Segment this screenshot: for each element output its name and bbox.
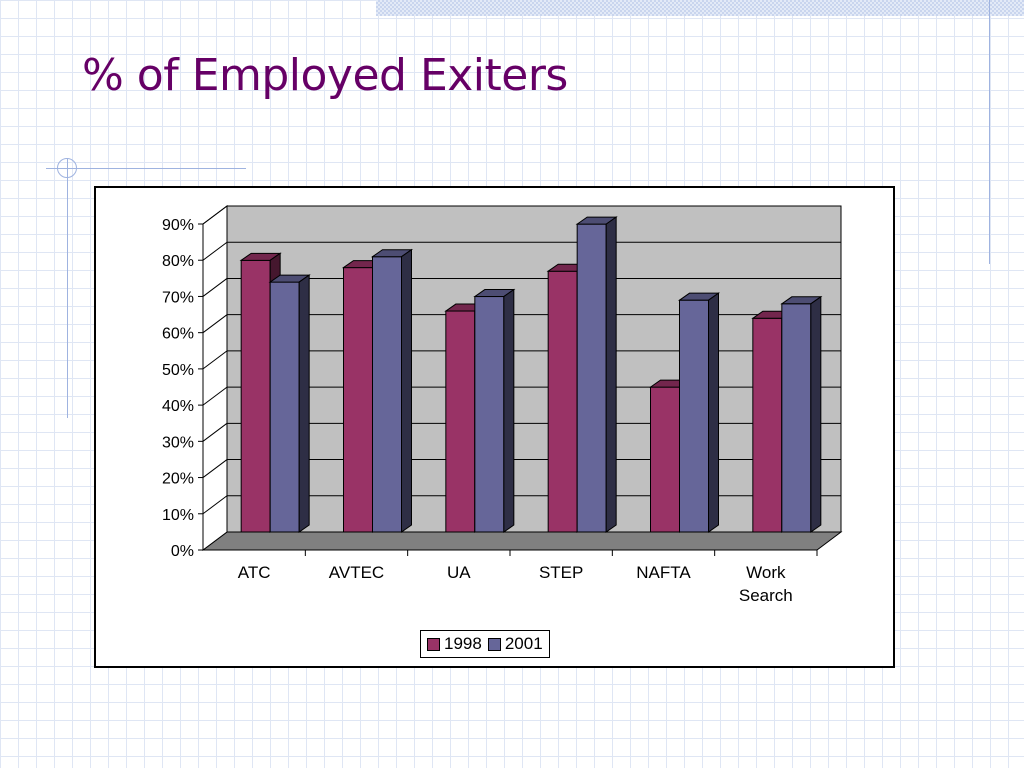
gridline-side: [202, 278, 228, 297]
bar-1998-2: [445, 310, 476, 533]
x-tick-label: Work: [746, 563, 786, 582]
bar-2001-2: [474, 296, 505, 533]
gridline-side: [202, 205, 228, 225]
bar-side-2001-1: [401, 248, 412, 533]
y-tick-label: 40%: [162, 398, 194, 415]
y-tick-label: 30%: [162, 434, 194, 451]
bar-2001-5: [781, 303, 812, 533]
bar-side-2001-4: [708, 292, 719, 533]
y-tick-label: 0%: [171, 543, 194, 560]
bar-chart: 0% 10% 20% 30% 40% 50% 60% 70% 80% 90% ATC AVTEC UA S…: [162, 205, 843, 605]
bar-1998-5: [752, 317, 783, 533]
y-tick-label: 10%: [162, 507, 194, 524]
legend-item-2001: 2001: [487, 634, 543, 654]
chart-back-wall: [226, 205, 842, 533]
gridline-side: [202, 241, 228, 261]
bar-2001-3: [576, 223, 607, 533]
bar-side-2001-2: [503, 288, 515, 533]
bar-side-2001-5: [810, 295, 822, 533]
gridline-side: [202, 386, 228, 406]
y-tick-label: 90%: [162, 217, 194, 234]
gridline-side: [202, 350, 228, 370]
bar-1998-4: [650, 386, 680, 533]
gridline-side: [202, 314, 228, 334]
decorative-circle: [57, 158, 77, 178]
title-decorative-line: [46, 168, 246, 169]
y-tick-label: 20%: [162, 471, 194, 488]
legend-swatch-2001: [487, 637, 501, 651]
gridline-side: [202, 459, 228, 478]
legend-swatch-1998: [427, 637, 440, 651]
bar-1998-3: [547, 270, 578, 533]
x-tick-label: UA: [447, 563, 471, 582]
top-decorative-band: [376, 0, 1024, 16]
legend-label-1998: 1998: [444, 634, 482, 653]
x-tick-label: NAFTA: [636, 563, 691, 582]
bar-2001-0: [269, 281, 300, 533]
y-tick-label: 50%: [162, 362, 194, 379]
bar-2001-4: [679, 299, 709, 533]
page-title: % of Employed Exiters: [82, 50, 568, 101]
y-tick-label: 60%: [162, 326, 194, 343]
bar-1998-1: [343, 267, 373, 533]
chart-legend: 1998 2001: [420, 630, 550, 658]
bar-1998-0: [240, 259, 271, 533]
x-tick-label: AVTEC: [329, 563, 384, 582]
y-tick-label: 70%: [162, 289, 194, 306]
left-decorative-line: [67, 158, 68, 418]
chart-floor: [201, 531, 843, 551]
right-decorative-line: [989, 0, 990, 264]
x-tick-label: Search: [739, 586, 793, 605]
y-tick-label: 80%: [162, 253, 194, 270]
chart-frame: 0% 10% 20% 30% 40% 50% 60% 70% 80% 90% ATC AVTEC UA S…: [94, 186, 895, 668]
gridline-side: [202, 495, 228, 515]
legend-item-1998: 1998: [427, 634, 482, 654]
legend-label-2001: 2001: [504, 634, 543, 653]
gridline-side: [202, 422, 228, 442]
bar-side-2001-0: [298, 274, 310, 533]
x-tick-label: STEP: [539, 563, 583, 582]
bar-side-2001-3: [605, 216, 617, 533]
bar-2001-1: [372, 256, 402, 533]
x-tick-label: ATC: [238, 563, 271, 582]
